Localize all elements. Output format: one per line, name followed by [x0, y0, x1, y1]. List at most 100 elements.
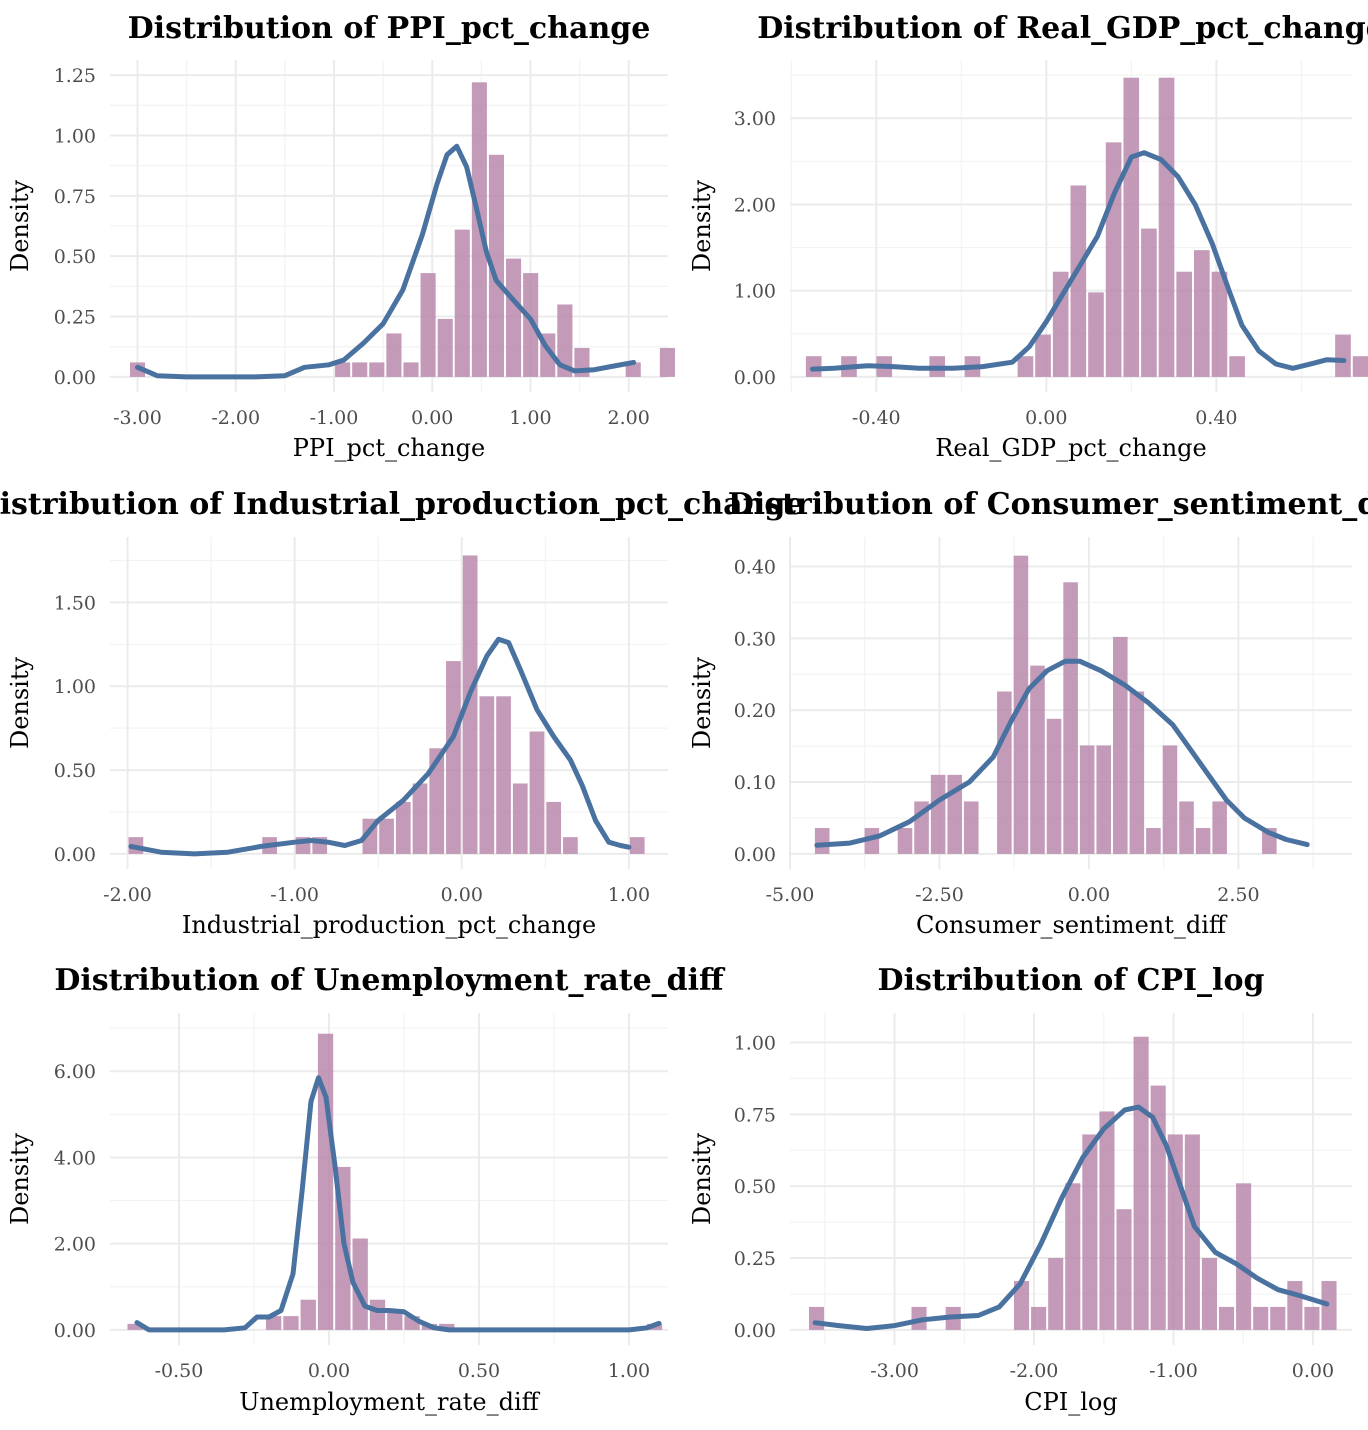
histogram-bar	[386, 333, 402, 377]
density-curve	[812, 1104, 1330, 1331]
density-curve	[814, 658, 1310, 848]
y-tick-label: 1.00	[734, 281, 776, 303]
histogram-bar	[1236, 1183, 1252, 1330]
histogram-bar	[1218, 1306, 1235, 1330]
x-axis-label: Consumer_sentiment_diff	[916, 911, 1228, 939]
histogram-bar	[1195, 828, 1211, 854]
y-tick-label: 0.00	[54, 844, 96, 866]
histogram-bar	[265, 1316, 282, 1330]
histogram-bar	[412, 783, 428, 854]
x-tick-label: 0.00	[1068, 884, 1110, 906]
y-tick-label: 1.00	[54, 676, 96, 698]
histogram-bar	[369, 1299, 386, 1330]
histogram-bar	[454, 229, 470, 377]
x-tick-label: -0.50	[155, 1360, 204, 1382]
x-tick-label: 0.00	[1292, 1360, 1334, 1382]
x-tick-label: -1.00	[310, 407, 359, 429]
x-tick-label: -2.00	[211, 407, 260, 429]
histogram-bar	[523, 273, 539, 377]
histogram-bar	[420, 273, 436, 377]
y-tick-label: 0.00	[54, 367, 96, 389]
chart-title: Distribution of CPI_log	[878, 963, 1265, 998]
x-tick-label: 0.00	[441, 884, 483, 906]
y-axis-label: Density	[688, 1133, 716, 1226]
histogram-bar	[1158, 77, 1175, 377]
chart-panel-1: -3.00 -2.00 -1.00 0.00 1.00 2.00 0.00 0.25 0.50 0…	[6, 11, 675, 462]
histogram-bar	[1046, 718, 1062, 854]
histogram-bar	[1035, 334, 1051, 377]
density-curve	[810, 150, 1347, 372]
x-axis-label: Real_GDP_pct_change	[935, 434, 1207, 462]
x-tick-label: 2.50	[1217, 884, 1259, 906]
histogram-bar	[127, 1323, 143, 1330]
histogram-bar	[1141, 228, 1157, 377]
histogram-bar	[369, 362, 385, 377]
histogram-bar	[1133, 1036, 1149, 1330]
histogram-bar	[1065, 1183, 1081, 1330]
histogram-bar	[1146, 828, 1161, 854]
histogram-bar	[1162, 745, 1178, 854]
histogram-bar	[1048, 1258, 1064, 1330]
y-tick-label: 0.75	[734, 1104, 776, 1126]
y-tick-label: 1.00	[54, 125, 96, 147]
y-tick-label: 0.50	[54, 246, 96, 268]
histogram-bar	[1150, 1085, 1166, 1330]
histogram-bar	[479, 696, 495, 854]
histogram-bar	[1253, 1306, 1269, 1330]
chart-title: Distribution of PPI_pct_change	[128, 11, 651, 46]
histogram-bar	[1287, 1281, 1303, 1330]
x-tick-label: -1.00	[270, 884, 319, 906]
x-tick-label: 1.00	[608, 884, 650, 906]
histogram-bar	[1304, 1306, 1320, 1330]
y-tick-label: 0.10	[734, 772, 776, 794]
histogram-bar	[629, 837, 645, 854]
histogram-bar	[1070, 185, 1087, 377]
y-axis-label: Density	[688, 657, 716, 750]
histogram-bar	[1031, 1306, 1047, 1330]
y-tick-label: 1.25	[54, 65, 96, 87]
histogram-bar	[814, 828, 830, 854]
histogram-bar	[446, 661, 461, 854]
density-curve	[135, 143, 637, 380]
y-tick-label: 0.20	[734, 700, 776, 722]
chart-title: Distribution of Real_GDP_pct_change	[757, 11, 1368, 46]
x-axis-label: PPI_pct_change	[293, 434, 485, 462]
x-tick-label: -2.00	[103, 884, 152, 906]
histogram-bar	[1063, 582, 1078, 854]
y-tick-label: 0.00	[734, 844, 776, 866]
histogram-bar	[557, 304, 573, 377]
x-tick-label: -3.00	[113, 407, 162, 429]
x-tick-label: 0.00	[1025, 407, 1067, 429]
x-tick-label: 1.00	[608, 1360, 650, 1382]
x-tick-label: -2.00	[1010, 1360, 1059, 1382]
histogram-bar	[1116, 1209, 1132, 1330]
histogram-bar	[1096, 745, 1112, 854]
histogram-bar	[563, 837, 578, 854]
x-tick-label: -2.50	[915, 884, 964, 906]
histogram-bar	[1194, 250, 1210, 377]
histogram-bar	[283, 1316, 299, 1330]
chart-title: Distribution of Industrial_production_pc…	[0, 487, 804, 522]
y-tick-label: 6.00	[54, 1061, 96, 1083]
histogram-bar	[1079, 745, 1095, 854]
histogram-bar	[387, 1311, 403, 1330]
histogram-bar	[897, 828, 913, 854]
x-tick-label: 2.00	[608, 407, 650, 429]
histogram-bar	[1229, 356, 1245, 377]
histogram-bar	[1088, 292, 1104, 377]
histogram-bar	[529, 731, 545, 854]
y-tick-label: 0.00	[734, 1320, 776, 1342]
histogram-bar	[1052, 271, 1069, 377]
y-tick-label: 2.00	[734, 194, 776, 216]
x-axis-label: Industrial_production_pct_change	[182, 911, 596, 939]
histogram-bar	[1013, 1281, 1030, 1330]
histogram-bar	[1176, 271, 1193, 377]
density-curve	[134, 1075, 662, 1333]
y-tick-label: 4.00	[54, 1147, 96, 1169]
chart-title: Distribution of Unemployment_rate_diff	[54, 963, 726, 998]
histogram-bar	[930, 774, 946, 854]
y-tick-label: 0.30	[734, 628, 776, 650]
y-axis-label: Density	[688, 180, 716, 273]
histogram-bar	[1270, 1306, 1286, 1330]
